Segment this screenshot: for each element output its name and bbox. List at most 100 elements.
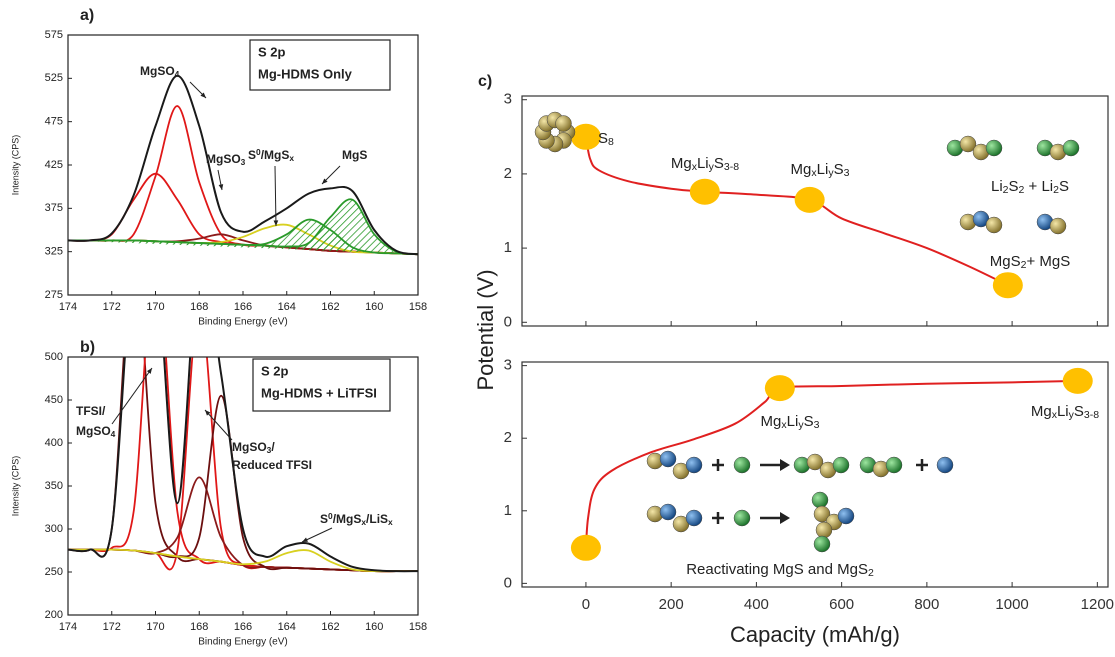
atom-icon: [959, 135, 977, 153]
species-label: MgxLiyS3-8: [1031, 403, 1099, 421]
y-tick-label: 525: [45, 72, 63, 84]
x-tick-label: 160: [365, 301, 383, 313]
x-tick-label: 166: [234, 621, 252, 633]
arrow-head: [200, 92, 206, 98]
state-point: [992, 272, 1023, 299]
x-tick-label: 158: [409, 621, 427, 633]
species-label: Li2S2 + Li2S: [991, 178, 1069, 196]
arrow-head: [205, 410, 211, 416]
atom-icon: [985, 216, 1003, 234]
plot-area: [68, 357, 418, 573]
atom-icon: [733, 509, 751, 527]
text-part: 2: [1021, 259, 1027, 271]
x-tick-label: 172: [103, 301, 121, 313]
species-label: S8: [598, 130, 614, 148]
panel-label: c): [478, 73, 492, 90]
y-axis-label: Intensity (CPS): [10, 135, 20, 196]
y-tick-label: 1: [504, 502, 512, 519]
atom-icon: [659, 503, 677, 521]
text-part: x: [781, 419, 787, 431]
x-axis-label: Binding Energy (eV): [198, 637, 288, 648]
species-label: MgS2+ MgS: [990, 253, 1070, 271]
x-tick-label: 1000: [995, 596, 1028, 613]
atom-icon: [813, 535, 831, 553]
atom-icon: [733, 456, 751, 474]
fit-curve: [68, 198, 418, 256]
text-part: Mg: [791, 161, 812, 178]
text-part: 2: [868, 567, 874, 579]
plot-area: [68, 74, 418, 256]
text-part: Li: [991, 178, 1003, 195]
y-tick-label: 500: [45, 351, 63, 363]
y-tick-label: 350: [45, 480, 63, 492]
peak-label: S0/MgSx: [248, 147, 294, 163]
fit-curve: [68, 74, 418, 256]
text-part: x: [388, 517, 393, 527]
text-part: MgSO: [140, 64, 175, 78]
text-part: 3-8: [724, 161, 739, 173]
profile-line: [584, 379, 1078, 548]
text-part: MgS: [342, 148, 367, 162]
text-part: S: [248, 148, 256, 162]
annotation-arrow: [204, 409, 233, 441]
text-part: 3: [844, 167, 850, 179]
peak-label: MgSO3/: [232, 440, 275, 454]
atom-icon: [811, 491, 829, 509]
x-tick-label: 174: [59, 301, 77, 313]
text-part: 3-8: [1084, 409, 1099, 421]
peak-label: MgSO4: [140, 64, 180, 78]
x-tick-label: 174: [59, 621, 77, 633]
text-part: x: [289, 153, 294, 163]
y-tick-label: 425: [45, 159, 63, 171]
y-tick-label: 375: [45, 202, 63, 214]
state-point: [1062, 367, 1093, 394]
x-tick-label: 158: [409, 301, 427, 313]
atom-icon: [815, 521, 833, 539]
text-part: /MgS: [333, 512, 362, 526]
x-tick-label: 600: [829, 596, 854, 613]
arrow-head: [302, 537, 308, 542]
x-tick-label: 162: [321, 621, 339, 633]
y-tick-label: 2: [504, 165, 512, 182]
panel-label: a): [80, 7, 94, 24]
legend-box: [249, 39, 391, 91]
y-axis-label: Potential (V): [473, 269, 498, 390]
text-part: 0: [328, 511, 333, 521]
state-point: [764, 375, 795, 402]
text-part: y: [1069, 409, 1075, 421]
x-tick-label: 170: [146, 301, 164, 313]
text-part: S: [320, 512, 328, 526]
text-part: /LiS: [366, 512, 388, 526]
text-part: Mg: [671, 155, 692, 172]
y-tick-label: 325: [45, 246, 63, 258]
annotation-arrow: [111, 367, 153, 425]
x-tick-label: 170: [146, 621, 164, 633]
text-part: 3: [241, 157, 246, 167]
text-part: x: [692, 161, 698, 173]
text-part: S: [598, 130, 608, 147]
x-tick-label: 800: [914, 596, 939, 613]
text-part: /MgS: [261, 148, 290, 162]
legend-text: Mg-HDMS Only: [258, 66, 353, 81]
text-part: x: [361, 517, 366, 527]
reaction-arrow-head: [780, 512, 790, 524]
x-tick-label: 164: [278, 301, 296, 313]
profile-line: [584, 136, 1009, 287]
y-tick-label: 400: [45, 437, 63, 449]
peak-label: TFSI/: [76, 404, 106, 418]
text-part: S: [1074, 403, 1084, 420]
peak-label: MgSO4: [76, 424, 116, 438]
reaction-arrow-head: [780, 459, 790, 471]
text-part: MgSO: [232, 440, 267, 454]
text-part: 3: [267, 445, 272, 455]
text-part: 8: [608, 136, 614, 148]
state-point: [570, 123, 601, 150]
atom-icon: [555, 115, 572, 132]
state-point: [570, 534, 601, 561]
y-tick-label: 0: [504, 574, 512, 591]
atom-icon: [832, 456, 850, 474]
legend-text: Mg-HDMS + LiTFSI: [261, 385, 377, 400]
text-part: /: [271, 440, 275, 454]
y-tick-label: 275: [45, 289, 63, 301]
